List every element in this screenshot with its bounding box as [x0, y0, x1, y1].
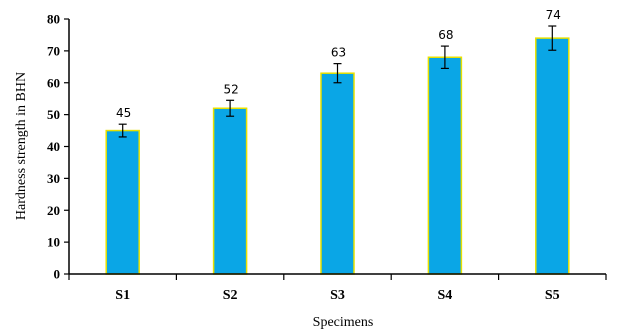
- category-label-S5: S5: [545, 288, 560, 303]
- data-labels-group: 45 52 63 68 74: [116, 8, 561, 120]
- bar-S3: [320, 72, 355, 275]
- y-tick-label: 40: [47, 139, 60, 154]
- category-label-S4: S4: [438, 288, 453, 303]
- y-tick-label: 10: [47, 235, 60, 250]
- data-label-S1: 45: [116, 106, 131, 120]
- y-ticks-group: 0 10 20 30 40 50 60 70 80: [47, 12, 69, 282]
- error-bars-group: [118, 25, 557, 138]
- x-ticks-group: S1 S2 S3 S4 S5: [68, 274, 607, 303]
- data-label-S5: 74: [546, 8, 561, 22]
- category-label-S1: S1: [115, 288, 130, 303]
- category-label-S3: S3: [330, 288, 345, 303]
- data-label-S3: 63: [331, 46, 346, 60]
- category-label-S2: S2: [223, 288, 238, 303]
- y-tick-label: 20: [47, 203, 60, 218]
- x-axis-title: Specimens: [313, 315, 374, 330]
- y-tick-label: 30: [47, 171, 60, 186]
- bar-S4: [427, 56, 463, 275]
- bar-S5: [535, 37, 570, 275]
- bar-S1: [105, 129, 140, 275]
- data-label-S2: 52: [223, 82, 238, 96]
- y-tick-label: 80: [47, 12, 60, 27]
- y-axis-title: Hardness strength in BHN: [14, 72, 29, 220]
- data-label-S4: 68: [438, 28, 453, 42]
- y-tick-label: 0: [54, 267, 61, 282]
- y-tick-label: 60: [47, 75, 60, 90]
- y-tick-label: 50: [47, 107, 60, 122]
- bar-S2: [212, 107, 248, 275]
- y-tick-label: 70: [47, 43, 60, 58]
